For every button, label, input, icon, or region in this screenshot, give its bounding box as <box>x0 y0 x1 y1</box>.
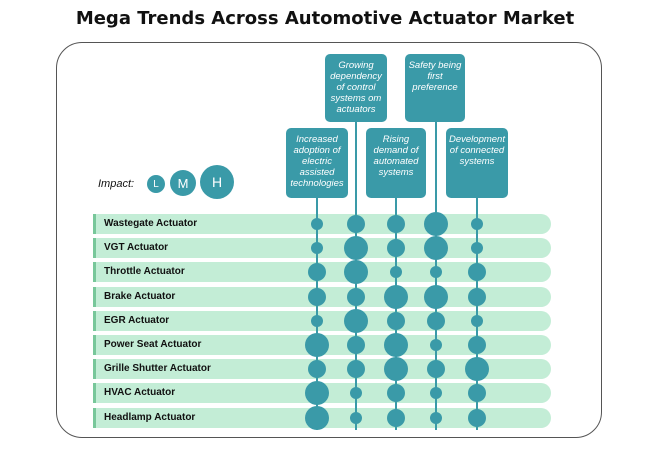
impact-dot-h <box>465 357 489 382</box>
impact-dot-h <box>344 236 368 261</box>
impact-dot-m <box>427 360 445 379</box>
impact-dot-l <box>311 218 323 230</box>
legend-high-code: H <box>211 174 223 190</box>
row-label: Throttle Actuator <box>104 266 185 278</box>
trend-box: Rising demand of automated systems <box>366 128 426 198</box>
impact-dot-m <box>427 311 445 330</box>
impact-dot-l <box>350 387 362 400</box>
legend-medium-code: M <box>177 175 189 191</box>
row-label: Power Seat Actuator <box>104 339 202 350</box>
impact-dot-m <box>468 287 486 306</box>
trend-text: Safety being first preference <box>408 60 462 93</box>
impact-dot-h <box>424 236 448 261</box>
impact-dot-m <box>468 408 486 427</box>
row-label: EGR Actuator <box>104 314 170 326</box>
impact-dot-l <box>311 242 323 255</box>
impact-dot-h <box>384 284 408 309</box>
impact-dot-l <box>430 387 442 400</box>
impact-dot-h <box>384 357 408 382</box>
impact-dot-m <box>347 336 365 354</box>
row-label: VGT Actuator <box>104 242 169 254</box>
chart-frame <box>56 42 602 438</box>
row-label: Brake Actuator <box>104 290 176 302</box>
row-label: HVAC Actuator <box>104 387 176 399</box>
impact-dot-l <box>471 242 483 255</box>
legend-medium: M <box>170 170 196 196</box>
impact-dot-m <box>468 336 486 354</box>
trend-box: Development of connected systems <box>446 128 508 198</box>
trend-box: Safety being first preference <box>405 54 465 122</box>
row-label: Grille Shutter Actuator <box>104 363 211 375</box>
impact-dot-l <box>430 339 442 351</box>
impact-dot-l <box>430 266 442 279</box>
chart-title: Mega Trends Across Automotive Actuator M… <box>75 8 575 29</box>
impact-dot-m <box>468 384 486 403</box>
trend-text: Increased adoption of electric assisted tech… <box>290 134 344 189</box>
row-label: Headlamp Actuator <box>104 411 196 423</box>
impact-dot-m <box>468 263 486 282</box>
impact-dot-h <box>424 212 448 236</box>
impact-dot-l <box>311 314 323 327</box>
impact-dot-l <box>471 314 483 327</box>
impact-dot-h <box>305 381 329 406</box>
impact-dot-m <box>347 360 365 379</box>
impact-dot-m <box>308 287 326 306</box>
impact-legend-label: Impact: <box>98 178 135 190</box>
trend-stem <box>316 198 318 430</box>
trend-box: Increased adoption of electric assisted tech… <box>286 128 348 198</box>
impact-dot-h <box>344 308 368 333</box>
legend-low: L <box>147 175 165 193</box>
impact-dot-h <box>305 333 329 357</box>
trend-box: Growing dependency of control systems om act… <box>325 54 387 122</box>
impact-dot-m <box>347 287 365 306</box>
impact-dot-m <box>387 384 405 403</box>
impact-dot-m <box>347 215 365 233</box>
impact-dot-m <box>387 239 405 258</box>
impact-dot-h <box>305 405 329 430</box>
impact-dot-m <box>387 311 405 330</box>
trend-text: Growing dependency of control systems om act… <box>330 60 382 115</box>
impact-dot-h <box>384 333 408 357</box>
impact-dot-m <box>308 263 326 282</box>
impact-dot-h <box>424 284 448 309</box>
legend-high: H <box>200 165 234 199</box>
impact-dot-l <box>390 266 402 279</box>
impact-dot-m <box>387 215 405 233</box>
impact-dot-m <box>308 360 326 379</box>
row-label: Wastegate Actuator <box>104 218 198 229</box>
impact-dot-l <box>430 411 442 424</box>
impact-dot-l <box>471 218 483 230</box>
impact-dot-m <box>387 408 405 427</box>
trend-text: Rising demand of automated systems <box>373 134 419 178</box>
trend-stem <box>476 198 478 430</box>
impact-dot-h <box>344 260 368 285</box>
trend-text: Development of connected systems <box>449 134 505 167</box>
legend-low-code: L <box>153 178 159 190</box>
impact-dot-l <box>350 411 362 424</box>
